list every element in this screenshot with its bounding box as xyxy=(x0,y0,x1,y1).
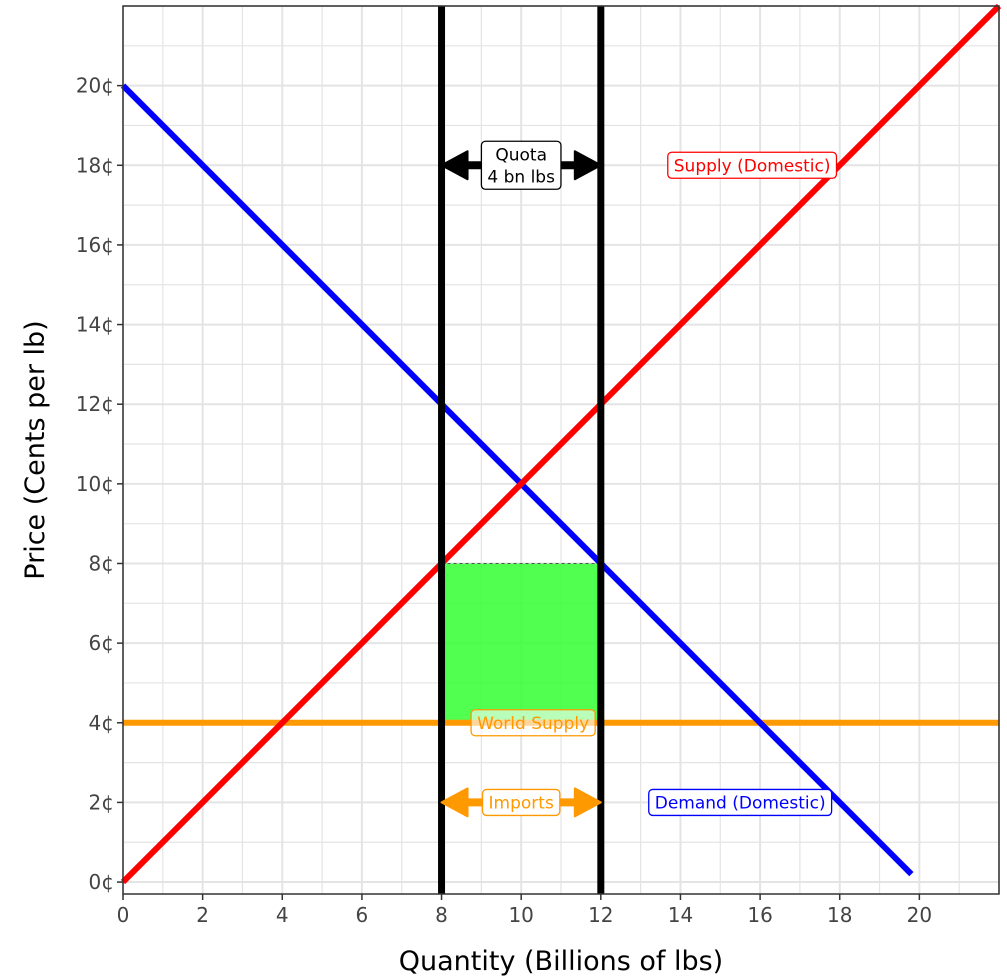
annotation-box xyxy=(470,709,596,737)
y-tick-label: 16¢ xyxy=(76,233,114,257)
y-tick-label: 14¢ xyxy=(76,313,114,337)
quota-arrow-head-left xyxy=(440,150,469,181)
plot-area xyxy=(120,3,1002,894)
y-tick-label: 8¢ xyxy=(89,551,114,575)
annotation-text: Demand (Domestic) xyxy=(655,793,826,813)
annotation-box xyxy=(481,788,561,817)
imports-arrow-head-right xyxy=(573,787,602,818)
y-tick-label: 10¢ xyxy=(76,472,114,496)
annotation-text: 4 bn lbs xyxy=(487,167,555,187)
annotation-demand-domestic: Demand (Domestic) xyxy=(648,788,833,817)
x-axis-title: Quantity (Billions of lbs) xyxy=(399,946,723,977)
x-tick-label: 10 xyxy=(508,903,533,927)
x-tick-label: 8 xyxy=(435,903,448,927)
x-tick-label: 16 xyxy=(747,903,772,927)
shaded-region xyxy=(441,562,602,724)
annotation-text: World Supply xyxy=(477,714,589,734)
x-tick-label: 6 xyxy=(356,903,369,927)
x-tick-label: 2 xyxy=(196,903,209,927)
y-tick-label: 20¢ xyxy=(76,74,114,98)
y-tick-label: 18¢ xyxy=(76,153,114,177)
annotation-imports: Imports xyxy=(481,788,561,817)
x-tick-label: 12 xyxy=(588,903,613,927)
x-tick-label: 0 xyxy=(117,903,130,927)
y-tick-label: 4¢ xyxy=(89,711,114,735)
annotations: Supply (Domestic) Demand (Domestic) World … xyxy=(440,140,838,818)
series-line-supply-domestic xyxy=(120,3,1002,885)
axes: 0 2 4 6 8 10 12 14 16 18 20 0¢ 2¢ 4¢ 6¢ 8¢ 10¢ 12¢ 14¢ 16¢ 1… xyxy=(76,74,932,927)
y-axis-title: Price (Cents per lb) xyxy=(20,320,51,579)
x-tick-label: 18 xyxy=(827,903,852,927)
annotation-box xyxy=(667,151,838,179)
series-line-demand-domestic xyxy=(120,83,914,877)
panel-border xyxy=(122,5,1000,895)
annotation-box xyxy=(480,140,562,190)
annotation-text: Quota xyxy=(495,145,547,165)
imports-arrow-head-left xyxy=(440,787,469,818)
annotation-text: Imports xyxy=(489,793,554,813)
annotation-supply-domestic: Supply (Domestic) xyxy=(667,151,838,179)
y-tick-label: 6¢ xyxy=(89,631,114,655)
x-tick-label: 4 xyxy=(276,903,289,927)
x-tick-label: 20 xyxy=(907,903,932,927)
annotation-world-supply: World Supply xyxy=(470,709,596,737)
y-tick-label: 2¢ xyxy=(89,790,114,814)
y-tick-label: 0¢ xyxy=(89,870,114,894)
annotation-box xyxy=(648,788,833,817)
annotation-text: Supply (Domestic) xyxy=(674,156,831,176)
y-tick-label: 12¢ xyxy=(76,392,114,416)
x-tick-label: 14 xyxy=(668,903,693,927)
quota-arrow-head-right xyxy=(573,150,602,181)
